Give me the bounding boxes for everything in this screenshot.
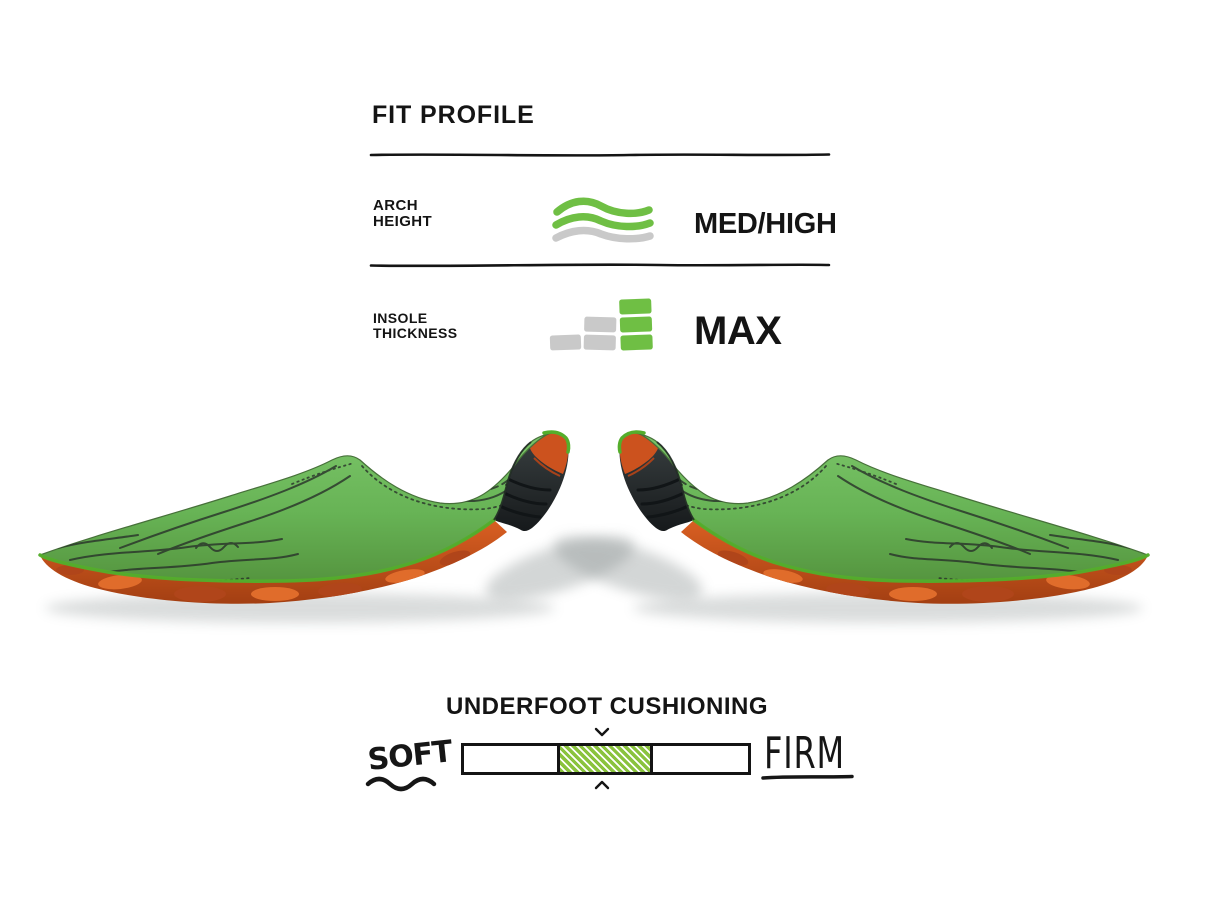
fit-profile-title: FIT PROFILE [372, 101, 535, 129]
left-insole-heel-orange-patch [529, 432, 569, 474]
soft-wave-underline [365, 776, 437, 792]
chevron-down-icon [594, 727, 610, 737]
insole-thickness-label: INSOLE THICKNESS [373, 311, 458, 341]
right-insole [547, 432, 1148, 623]
arch-height-waves-icon [552, 197, 654, 243]
soft-label: SOFT [365, 734, 452, 792]
cushioning-scale-bar [461, 743, 751, 775]
cushioning-scale-active-segment [557, 743, 653, 775]
arch-height-label-line1: ARCH [373, 197, 418, 214]
firm-label: FIRM [761, 728, 854, 780]
insole-thickness-blocks-icon [549, 298, 653, 351]
left-insole [38, 430, 635, 623]
arch-height-value: MED/HIGH [694, 208, 837, 240]
divider-line-top [369, 153, 831, 157]
chevron-up-icon [594, 780, 610, 790]
insole-thickness-value: MAX [694, 309, 782, 353]
firm-label-text: FIRM [764, 728, 845, 779]
soft-label-text: SOFT [366, 734, 452, 778]
arch-height-label-line2: HEIGHT [373, 212, 433, 230]
insole-thickness-label-line1: INSOLE [373, 310, 428, 326]
divider-line-bottom [369, 263, 831, 268]
underfoot-cushioning-title: UNDERFOOT CUSHIONING [446, 693, 768, 720]
arch-height-label: ARCH HEIGHT [373, 198, 432, 229]
insoles-product-image [38, 400, 1214, 690]
insole-thickness-label-line2: THICKNESS [373, 325, 458, 341]
firm-underline [761, 774, 854, 780]
